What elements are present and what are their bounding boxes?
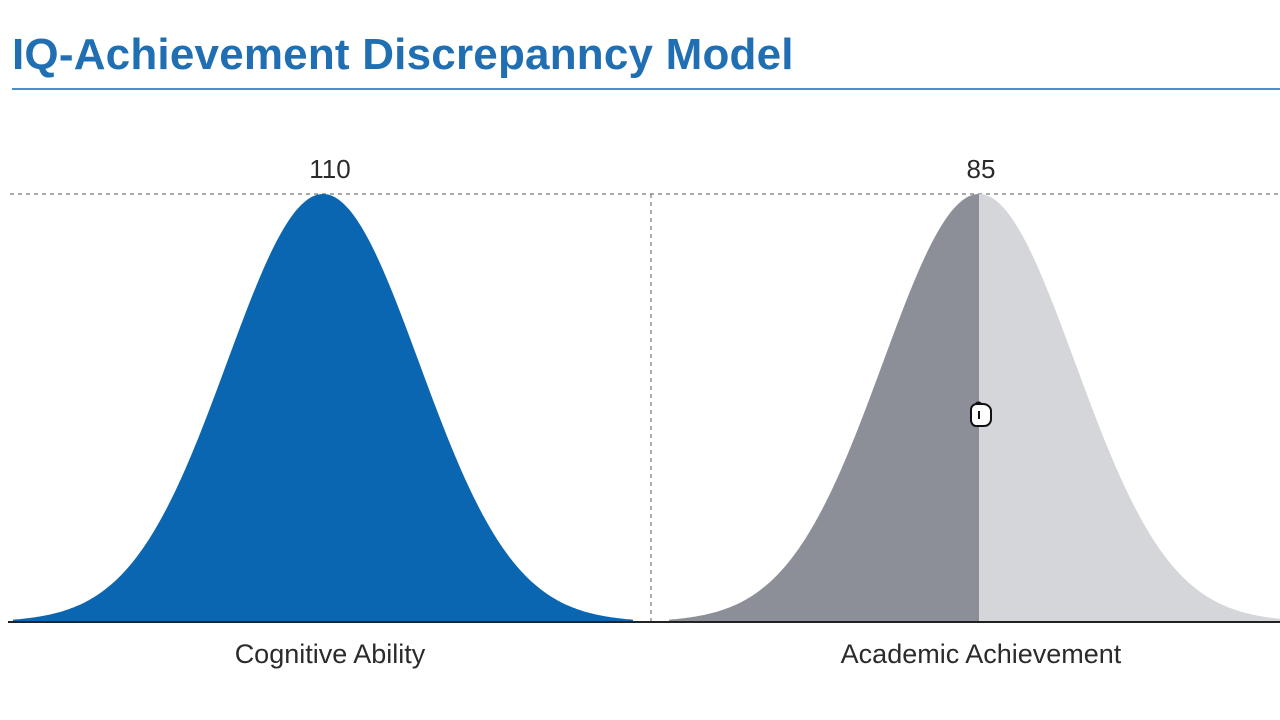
chart-title: IQ-Achievement Discrepanncy Model [12, 30, 794, 79]
academic-achievement-label: Academic Achievement [841, 639, 1122, 669]
cognitive-ability-curve [13, 194, 633, 622]
title-divider [12, 88, 1280, 90]
academic-achievement-curve-right [979, 194, 1280, 622]
cognitive-ability-peak-label: 110 [309, 154, 350, 184]
academic-achievement-peak-label: 85 [967, 154, 996, 184]
cognitive-ability-label: Cognitive Ability [235, 639, 426, 669]
hand-cursor-icon [970, 401, 992, 427]
academic-achievement-curve-left [669, 194, 979, 622]
